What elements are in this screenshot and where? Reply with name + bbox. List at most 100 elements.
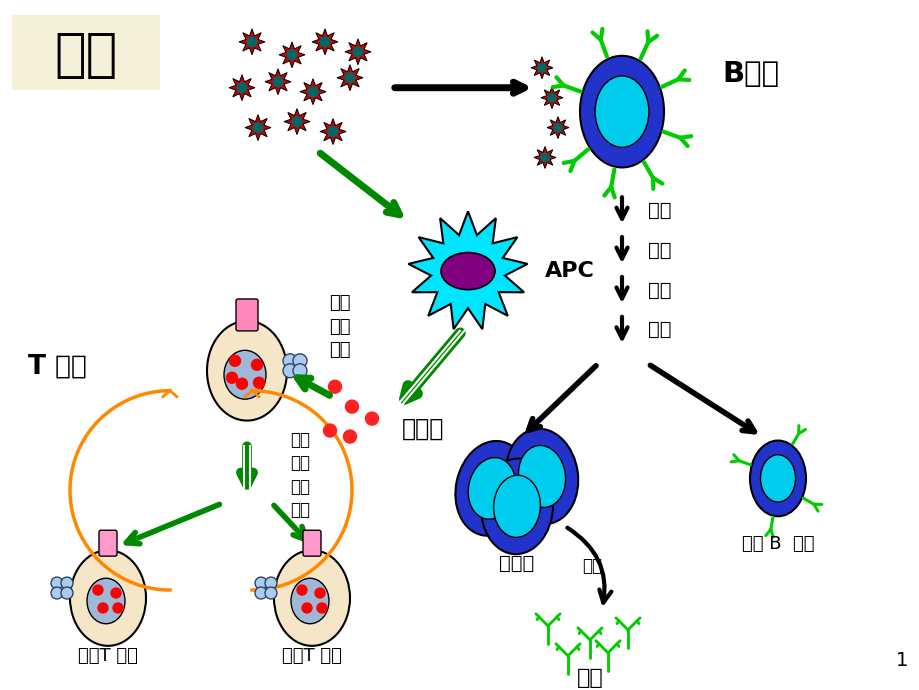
- Circle shape: [308, 87, 318, 97]
- Circle shape: [314, 588, 324, 598]
- Polygon shape: [284, 108, 310, 135]
- Circle shape: [265, 587, 277, 599]
- Circle shape: [328, 127, 337, 137]
- Circle shape: [291, 117, 301, 126]
- Circle shape: [345, 73, 355, 83]
- Circle shape: [283, 354, 297, 368]
- Circle shape: [287, 50, 297, 60]
- Text: 抗原: 抗原: [54, 29, 118, 81]
- Circle shape: [346, 400, 358, 413]
- Ellipse shape: [468, 457, 516, 519]
- Text: 效应T 细胞: 效应T 细胞: [282, 647, 342, 664]
- Circle shape: [343, 430, 357, 443]
- Polygon shape: [239, 29, 265, 55]
- Circle shape: [365, 412, 378, 425]
- Text: 吞噬
加工
提呈: 吞噬 加工 提呈: [329, 294, 350, 359]
- Circle shape: [353, 47, 362, 57]
- Ellipse shape: [760, 455, 795, 502]
- Ellipse shape: [493, 475, 539, 538]
- Circle shape: [237, 83, 246, 92]
- Circle shape: [61, 577, 73, 589]
- Circle shape: [254, 377, 265, 388]
- Circle shape: [51, 577, 62, 589]
- Ellipse shape: [595, 76, 648, 148]
- FancyArrowPatch shape: [567, 528, 611, 602]
- Text: 活化: 活化: [647, 241, 671, 259]
- Circle shape: [297, 585, 307, 595]
- Circle shape: [93, 585, 103, 595]
- Circle shape: [317, 603, 326, 613]
- FancyBboxPatch shape: [99, 530, 117, 556]
- Circle shape: [255, 577, 267, 589]
- Circle shape: [538, 63, 546, 72]
- Circle shape: [547, 94, 556, 102]
- Ellipse shape: [207, 321, 287, 421]
- Text: 抗原肽: 抗原肽: [402, 417, 444, 441]
- Polygon shape: [540, 87, 562, 108]
- Ellipse shape: [579, 56, 664, 168]
- Ellipse shape: [455, 441, 528, 535]
- Circle shape: [113, 603, 123, 613]
- Text: 识别: 识别: [647, 201, 671, 220]
- Polygon shape: [312, 29, 337, 55]
- Circle shape: [265, 577, 277, 589]
- Text: 识别
活化
增殖
分化: 识别 活化 增殖 分化: [289, 431, 310, 520]
- Ellipse shape: [290, 578, 329, 624]
- FancyBboxPatch shape: [12, 15, 160, 90]
- Ellipse shape: [481, 458, 552, 554]
- Circle shape: [273, 77, 283, 87]
- Polygon shape: [547, 117, 568, 139]
- Polygon shape: [533, 146, 555, 168]
- Text: APC: APC: [544, 261, 595, 281]
- Polygon shape: [244, 115, 271, 141]
- Circle shape: [553, 124, 562, 132]
- Circle shape: [253, 123, 263, 132]
- Circle shape: [251, 359, 262, 371]
- Ellipse shape: [440, 253, 494, 290]
- Ellipse shape: [223, 351, 266, 399]
- Ellipse shape: [505, 428, 578, 524]
- Circle shape: [111, 588, 121, 598]
- Text: 增殖: 增殖: [647, 281, 671, 299]
- Ellipse shape: [70, 550, 146, 646]
- Circle shape: [255, 587, 267, 599]
- Circle shape: [301, 603, 312, 613]
- FancyBboxPatch shape: [302, 530, 321, 556]
- Text: 浆细胞: 浆细胞: [499, 553, 534, 573]
- Circle shape: [328, 380, 341, 393]
- Text: 抗体: 抗体: [576, 668, 603, 688]
- Circle shape: [247, 37, 256, 47]
- Circle shape: [323, 424, 336, 437]
- Circle shape: [229, 355, 240, 366]
- Ellipse shape: [518, 446, 565, 507]
- Circle shape: [320, 37, 330, 47]
- Ellipse shape: [87, 578, 125, 624]
- Polygon shape: [530, 57, 552, 79]
- Circle shape: [236, 378, 247, 389]
- Ellipse shape: [274, 550, 349, 646]
- Circle shape: [292, 364, 307, 377]
- Polygon shape: [278, 42, 305, 68]
- Circle shape: [283, 364, 297, 377]
- Text: 记忆T 细胞: 记忆T 细胞: [78, 647, 138, 664]
- Circle shape: [540, 153, 549, 161]
- Ellipse shape: [749, 440, 805, 516]
- Polygon shape: [408, 211, 527, 329]
- FancyBboxPatch shape: [236, 299, 257, 331]
- Text: 记忆 B  细胞: 记忆 B 细胞: [741, 535, 813, 553]
- Circle shape: [292, 354, 307, 368]
- Text: B细胞: B细胞: [721, 60, 778, 88]
- Polygon shape: [300, 79, 325, 105]
- Polygon shape: [265, 69, 290, 95]
- Text: 分泌: 分泌: [582, 557, 601, 575]
- Circle shape: [61, 587, 73, 599]
- Circle shape: [226, 373, 237, 383]
- Text: T 细胞: T 细胞: [28, 354, 86, 380]
- Circle shape: [98, 603, 108, 613]
- Circle shape: [51, 587, 62, 599]
- Text: 分化: 分化: [647, 320, 671, 339]
- Polygon shape: [345, 39, 370, 65]
- Polygon shape: [336, 65, 363, 90]
- Polygon shape: [229, 75, 255, 101]
- Polygon shape: [320, 119, 346, 144]
